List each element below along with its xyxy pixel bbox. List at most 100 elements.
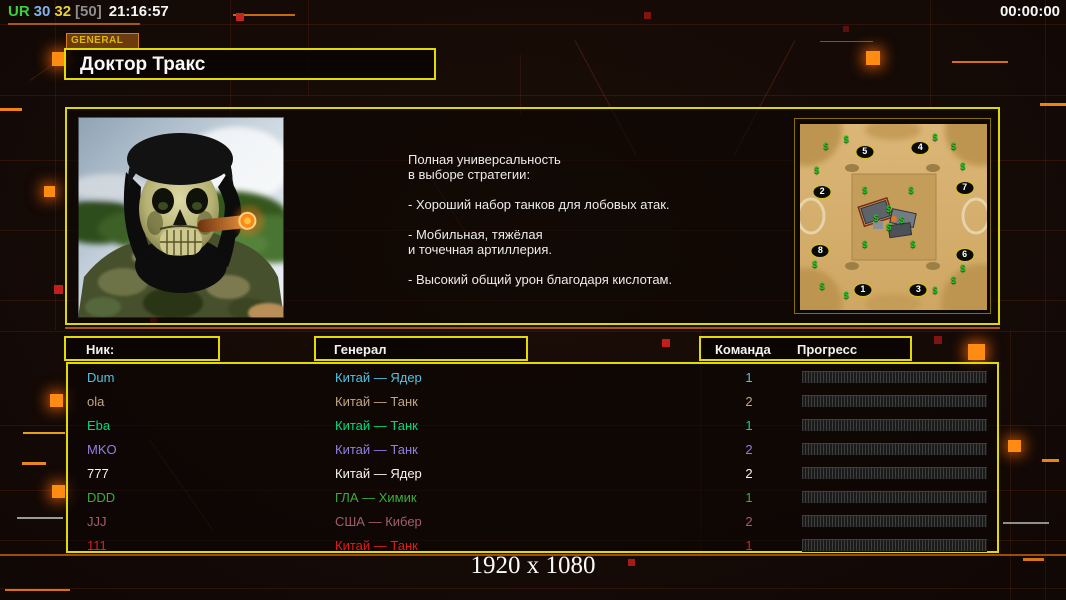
bg-line [1010, 330, 1011, 600]
resolution-label: 1920 x 1080 [470, 552, 596, 579]
description-line: Полная универсальность [408, 152, 561, 167]
bg-square [54, 285, 63, 294]
table-row: DDD ГЛА — Химик 1 [68, 486, 997, 510]
cigar [197, 205, 265, 236]
player-general: Китай — Ядер [335, 466, 422, 481]
player-team: 1 [745, 370, 753, 385]
bg-square [644, 12, 651, 19]
bg-accent [0, 108, 22, 111]
player-nick: Eba [87, 418, 111, 433]
spawn-point-3: 3 [908, 282, 928, 297]
bg-square [628, 559, 635, 566]
description-line [408, 212, 738, 227]
bg-accent [23, 432, 65, 434]
bg-accent [22, 462, 46, 465]
supply-marker: $ [908, 185, 914, 196]
bg-accent [1040, 103, 1066, 106]
general-name: Доктор Тракс [80, 54, 206, 75]
table-row: 777 Китай — Ядер 2 [68, 462, 997, 486]
table-row: 111 Китай — Танк 1 [68, 534, 997, 558]
supply-marker: $ [960, 161, 966, 172]
bg-accent [0, 554, 1066, 556]
bg-glow-square [52, 52, 65, 66]
player-team: 2 [745, 514, 753, 529]
bg-accent [5, 589, 70, 591]
header-team-progress-box: Команда Прогресс [699, 336, 912, 361]
header-team: Команда [715, 342, 771, 357]
supply-marker: $ [886, 222, 892, 233]
bg-line [930, 0, 931, 110]
spawn-point-5: 5 [855, 144, 875, 159]
fps-cap-value: [50] [75, 3, 102, 20]
description-line: - Мобильная, тяжёлая [408, 227, 543, 242]
progress-bar [802, 491, 987, 504]
supply-marker: $ [899, 214, 905, 225]
bg-line [1045, 0, 1046, 600]
player-nick: 111 [87, 538, 107, 553]
bg-accent [65, 327, 1000, 329]
bg-accent [8, 23, 140, 25]
supply-marker: $ [819, 280, 825, 291]
header-progress: Прогресс [797, 342, 858, 357]
bg-glow-square [968, 344, 985, 360]
spawn-point-2: 2 [812, 185, 832, 200]
bg-glow-square [50, 394, 63, 407]
spawn-point-4: 4 [910, 140, 930, 155]
bg-line [308, 0, 309, 95]
player-nick: ola [87, 394, 105, 409]
header-general-box: Генерал [314, 336, 528, 361]
bg-accent [1003, 522, 1049, 524]
progress-bar [802, 371, 987, 384]
player-team: 1 [745, 418, 753, 433]
bg-line [0, 95, 1066, 96]
bg-line [520, 55, 521, 115]
player-general: США — Кибер [335, 514, 422, 529]
bg-accent [820, 41, 873, 42]
supply-marker: $ [886, 203, 892, 214]
spawn-point-1: 1 [853, 282, 873, 297]
supply-marker: $ [812, 258, 818, 269]
bg-square [934, 336, 942, 344]
player-team: 1 [745, 490, 753, 505]
supply-marker: $ [823, 141, 829, 152]
players-table: Dum Китай — Ядер 1 ola Китай — Танк 2 Eb… [66, 362, 999, 553]
supply-marker: $ [814, 165, 820, 175]
spawn-point-6: 6 [955, 247, 975, 262]
clock: 21:16:57 [108, 3, 169, 20]
supply-marker: $ [932, 131, 938, 142]
bg-accent [233, 14, 295, 16]
supply-marker: $ [862, 185, 868, 196]
supply-marker: $ [862, 238, 868, 249]
map-preview: $ $ $ $ $ $ $ $ $ $ $ $ $ $ $ $ $ $ $ $ … [794, 118, 991, 314]
bg-line [55, 0, 56, 330]
progress-bar [802, 539, 987, 552]
player-general: Китай — Танк [335, 538, 418, 553]
player-nick: JJJ [87, 514, 107, 529]
skull-face [139, 162, 219, 256]
fps-value: 32 [54, 3, 72, 20]
network-indicator: UR [8, 3, 30, 20]
supply-marker: $ [960, 262, 966, 273]
general-name-box: Доктор Тракс [64, 48, 436, 80]
description-line [408, 182, 738, 197]
bg-glow-square [52, 485, 65, 498]
player-general: Китай — Ядер [335, 370, 422, 385]
description-line: и точечная артиллерия. [408, 242, 552, 257]
header-general: Генерал [334, 342, 387, 357]
player-team: 2 [745, 442, 753, 457]
bg-line [0, 331, 1066, 332]
table-row: ola Китай — Танк 2 [68, 390, 997, 414]
player-nick: Dum [87, 370, 115, 385]
supply-marker: $ [843, 133, 849, 144]
bg-square [843, 26, 849, 32]
table-row: Dum Китай — Ядер 1 [68, 366, 997, 390]
description-line [408, 257, 738, 272]
player-general: Китай — Танк [335, 394, 418, 409]
supply-marker: $ [843, 290, 849, 301]
bg-accent [952, 61, 1008, 63]
bandana [127, 133, 242, 240]
general-description: Полная универсальность в выборе стратеги… [408, 152, 738, 287]
supply-marker: $ [932, 284, 938, 295]
progress-bar [802, 515, 987, 528]
